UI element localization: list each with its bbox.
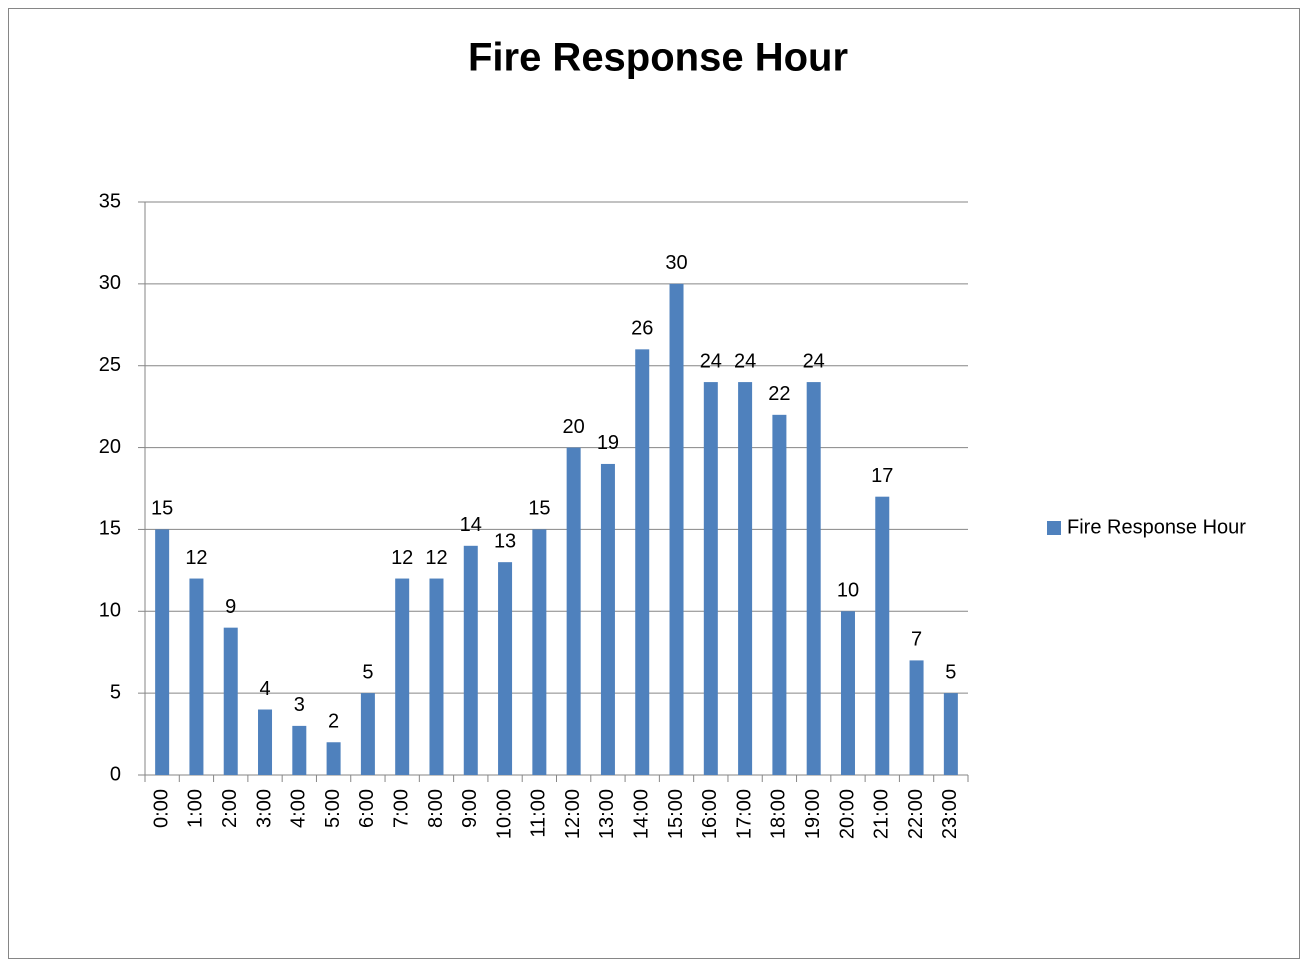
y-tick-label: 5 (110, 681, 121, 703)
bar (669, 283, 684, 775)
x-tick-label: 9:00 (459, 789, 481, 828)
x-tick-label: 14:00 (631, 789, 653, 839)
data-label: 12 (391, 547, 413, 569)
x-tick-label: 10:00 (493, 789, 515, 839)
data-label: 30 (665, 252, 687, 274)
y-tick-label: 20 (99, 436, 121, 458)
x-tick-label: 20:00 (836, 789, 858, 839)
x-tick-label: 22:00 (905, 789, 927, 839)
data-label: 2 (328, 711, 339, 733)
bar (498, 562, 513, 775)
bar (635, 349, 650, 775)
bar (463, 545, 478, 775)
x-tick-label: 1:00 (185, 789, 207, 828)
x-tick-label: 4:00 (288, 789, 310, 828)
bar (326, 742, 341, 775)
data-label: 3 (294, 694, 305, 716)
x-tick-label: 16:00 (699, 789, 721, 839)
x-tick-label: 6:00 (356, 789, 378, 828)
y-tick-label: 0 (110, 763, 121, 785)
x-tick-label: 19:00 (802, 789, 824, 839)
bar (909, 660, 924, 775)
bar (223, 627, 238, 775)
data-label: 24 (803, 350, 825, 372)
data-label: 19 (597, 432, 619, 454)
y-tick-label: 35 (99, 190, 121, 212)
data-label: 24 (700, 350, 722, 372)
data-label: 7 (911, 629, 922, 651)
data-label: 13 (494, 530, 516, 552)
bar (703, 382, 718, 775)
data-label: 26 (631, 318, 653, 340)
y-tick-label: 30 (99, 272, 121, 294)
chart-border (8, 8, 1300, 959)
data-label: 5 (945, 661, 956, 683)
bar (840, 611, 855, 775)
x-tick-label: 11:00 (528, 789, 550, 838)
y-tick-label: 15 (99, 518, 121, 540)
bar (943, 693, 958, 775)
y-tick-label: 10 (99, 600, 121, 622)
data-label: 10 (837, 580, 859, 602)
bar (258, 709, 273, 775)
bar (189, 578, 204, 775)
bar (360, 693, 375, 775)
x-tick-label: 8:00 (425, 789, 447, 828)
x-tick-label: 23:00 (939, 789, 961, 839)
bar (566, 447, 581, 775)
bar (155, 529, 170, 775)
legend-label: Fire Response Hour (1067, 516, 1246, 538)
data-label: 22 (768, 383, 790, 405)
bar (429, 578, 444, 775)
data-label: 17 (871, 465, 893, 487)
data-label: 9 (225, 596, 236, 618)
x-tick-label: 18:00 (768, 789, 790, 839)
data-label: 5 (362, 661, 373, 683)
data-label: 15 (151, 498, 173, 520)
bar (532, 529, 547, 775)
bar (806, 382, 821, 775)
x-tick-label: 3:00 (253, 789, 275, 828)
bar (875, 496, 890, 775)
x-tick-label: 17:00 (733, 789, 755, 839)
data-label: 12 (185, 547, 207, 569)
legend-swatch (1047, 521, 1061, 535)
x-tick-label: 7:00 (390, 789, 412, 828)
bar (772, 414, 787, 775)
x-tick-label: 13:00 (596, 789, 618, 839)
x-tick-label: 5:00 (322, 789, 344, 828)
data-label: 4 (259, 678, 270, 700)
bar (738, 382, 753, 775)
chart-title: Fire Response Hour (468, 36, 848, 80)
data-label: 24 (734, 350, 756, 372)
x-tick-label: 0:00 (150, 789, 172, 828)
bar (395, 578, 410, 775)
x-tick-label: 12:00 (562, 789, 584, 839)
bar (600, 463, 615, 775)
x-tick-label: 15:00 (665, 789, 687, 839)
bar (292, 725, 307, 775)
data-label: 14 (460, 514, 482, 536)
data-label: 15 (528, 498, 550, 520)
y-tick-label: 25 (99, 354, 121, 376)
x-tick-label: 2:00 (219, 789, 241, 828)
data-label: 20 (563, 416, 585, 438)
x-tick-label: 21:00 (871, 789, 893, 839)
data-label: 12 (425, 547, 447, 569)
